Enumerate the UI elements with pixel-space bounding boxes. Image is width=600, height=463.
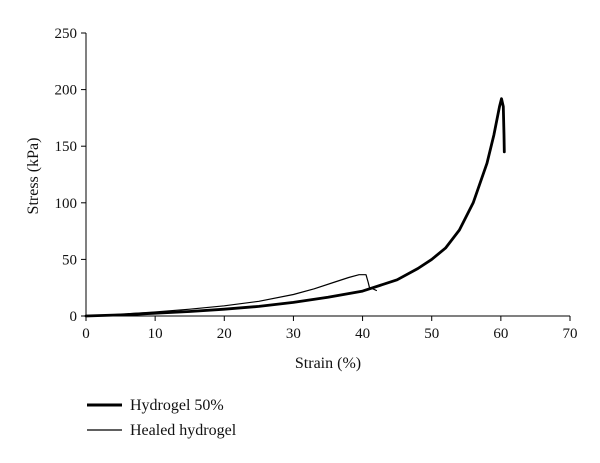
- x-tick-label: 30: [286, 326, 301, 342]
- y-axis-label: Stress (kPa): [25, 138, 42, 215]
- y-tick-label: 250: [55, 26, 78, 42]
- x-tick-label: 70: [563, 326, 578, 342]
- y-tick-label: 0: [70, 309, 78, 325]
- legend: Hydrogel 50% Healed hydrogel: [87, 397, 237, 439]
- x-tick-label: 60: [493, 326, 508, 342]
- x-axis-label: Strain (%): [295, 355, 361, 372]
- series-layer: [84, 97, 506, 318]
- x-tick-label: 0: [82, 326, 90, 342]
- x-axis-ticks: 0 10 20 30 40 50 60 70: [82, 316, 578, 342]
- y-tick-label: 200: [55, 83, 78, 99]
- x-tick-label: 10: [148, 326, 163, 342]
- series-line-hydrogel-50: [84, 97, 506, 318]
- series-line-healed-hydrogel: [85, 274, 377, 317]
- y-tick-label: 150: [55, 139, 78, 155]
- x-tick-label: 20: [217, 326, 232, 342]
- legend-label-hydrogel-50: Hydrogel 50%: [130, 397, 224, 414]
- y-tick-label: 50: [62, 252, 77, 268]
- y-tick-label: 100: [55, 196, 78, 212]
- axes: [85, 33, 570, 317]
- x-tick-label: 50: [424, 326, 439, 342]
- legend-item-healed-hydrogel: Healed hydrogel: [87, 422, 237, 439]
- y-axis-ticks: 0 50 100 150 200 250: [55, 26, 86, 325]
- x-tick-label: 40: [355, 326, 370, 342]
- legend-label-healed-hydrogel: Healed hydrogel: [130, 422, 237, 439]
- legend-item-hydrogel-50: Hydrogel 50%: [87, 397, 224, 414]
